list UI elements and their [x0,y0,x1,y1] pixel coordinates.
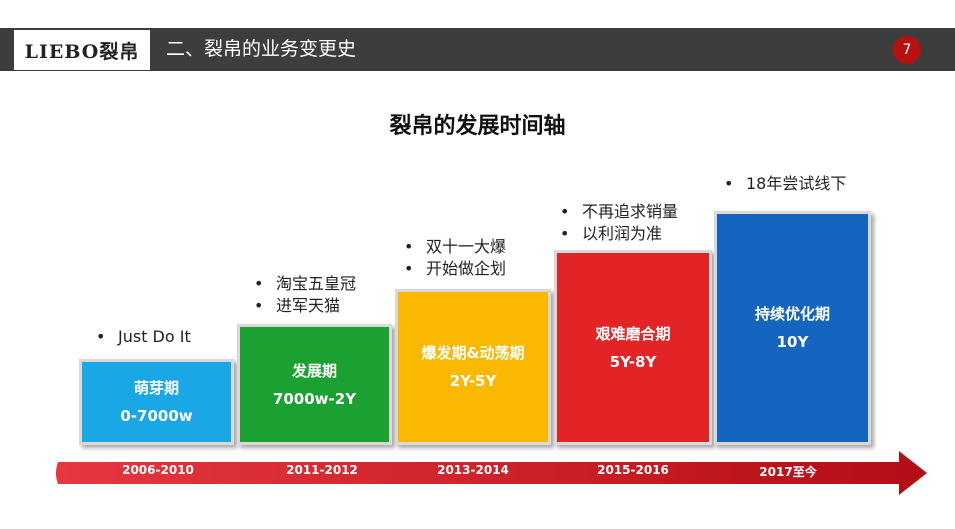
year-label: 2011-2012 [286,463,358,477]
stage-name: 持续优化期 [754,305,830,323]
stage-bar-optimization: 持续优化期 10Y [714,211,871,445]
timeline-arrow [56,451,927,495]
year-label: 2006-2010 [122,463,194,477]
stage-name: 萌芽期 [133,379,179,397]
stage-bar-adjustment: 艰难磨合期 5Y-8Y [554,250,712,445]
stage-name: 爆发期&动荡期 [421,344,525,362]
stage-bar-boom: 爆发期&动荡期 2Y-5Y [395,289,551,445]
note-item: 18年尝试线下 [724,173,846,195]
stage-name: 发展期 [291,361,337,380]
stage-notes-optimization: 18年尝试线下 [724,173,846,195]
page-number-badge: 7 [893,36,921,64]
stage-notes-growth: 淘宝五皇冠 进军天猫 [254,273,356,317]
stage-notes-boom: 双十一大爆 开始做企划 [404,236,506,280]
stage-duration: 2Y-5Y [449,372,497,390]
note-item: Just Do It [96,326,191,348]
stage-duration: 0-7000w [120,407,193,425]
stage-duration: 7000w-2Y [272,389,357,408]
note-item: 进军天猫 [254,295,356,317]
stage-bar-growth: 发展期 7000w-2Y [237,324,392,445]
stage-duration: 10Y [776,333,809,351]
note-item: 双十一大爆 [404,236,506,258]
brand-logo: LIEBO裂帛 [14,30,150,70]
year-label: 2013-2014 [437,463,509,477]
year-label: 2017至今 [759,465,817,479]
stage-duration: 5Y-8Y [609,352,657,371]
stage-notes-adjustment: 不再追求销量 以利润为准 [560,201,678,245]
stage-notes-sprout: Just Do It [96,326,191,348]
note-item: 淘宝五皇冠 [254,273,356,295]
section-title: 二、裂帛的业务变更史 [166,38,357,60]
header-bar [0,28,955,71]
diagram-title: 裂帛的发展时间轴 [389,114,566,139]
year-label: 2015-2016 [597,463,669,477]
note-item: 开始做企划 [404,258,506,280]
stage-bar-sprout: 萌芽期 0-7000w [79,359,234,445]
note-item: 以利润为准 [560,223,678,245]
stage-name: 艰难磨合期 [595,324,671,343]
note-item: 不再追求销量 [560,201,678,223]
